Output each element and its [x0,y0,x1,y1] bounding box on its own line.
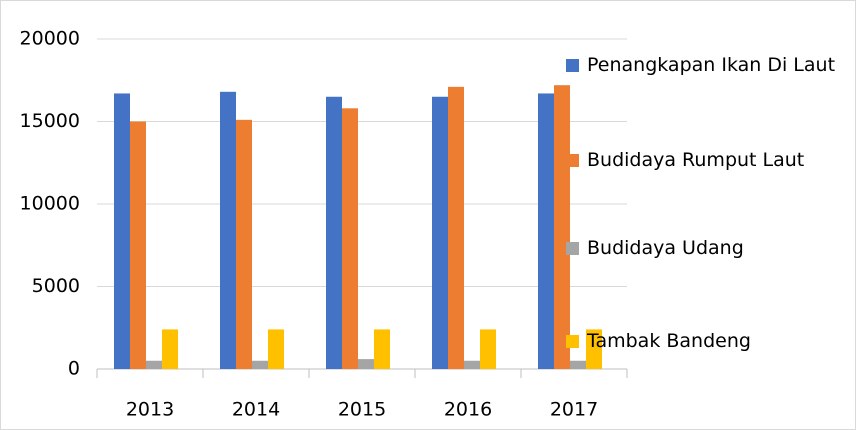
legend-item: Tambak Bandeng [566,324,836,358]
legend-swatch [566,242,579,255]
bar [448,86,464,369]
legend-label: Penangkapan Ikan Di Laut [587,54,836,76]
bar [570,360,586,369]
bar [162,329,178,369]
bar [464,360,480,369]
legend-item: Budidaya Rumput Laut [566,143,836,177]
bar [236,119,252,369]
legend-swatch [566,154,579,167]
x-tick-label: 2015 [338,399,386,421]
bar [146,360,162,369]
y-tick-label: 10000 [20,193,80,215]
bar [326,96,342,369]
x-tick-label: 2017 [550,399,598,421]
y-tick-label: 15000 [20,110,80,132]
x-tick-label: 2014 [232,399,280,421]
y-tick-label: 0 [68,358,80,380]
legend-label: Tambak Bandeng [587,330,751,352]
bar [432,96,448,369]
legend-swatch [566,335,579,348]
bar [268,329,284,369]
bar [130,121,146,369]
bar [480,329,496,369]
legend-item: Penangkapan Ikan Di Laut [566,48,836,82]
x-tick-label: 2013 [126,399,174,421]
bar [538,93,554,369]
bar [252,360,268,369]
bar [358,359,374,369]
legend-label: Budidaya Rumput Laut [587,149,805,171]
x-tick-label: 2016 [444,399,492,421]
y-tick-label: 20000 [20,28,80,50]
bar [220,91,236,370]
bar [374,329,390,369]
bar [342,108,358,370]
bar [586,329,602,369]
y-tick-label: 5000 [32,275,80,297]
bar [114,93,130,369]
legend-item: Budidaya Udang [566,231,836,265]
legend-swatch [566,59,579,72]
legend-label: Budidaya Udang [587,237,744,259]
